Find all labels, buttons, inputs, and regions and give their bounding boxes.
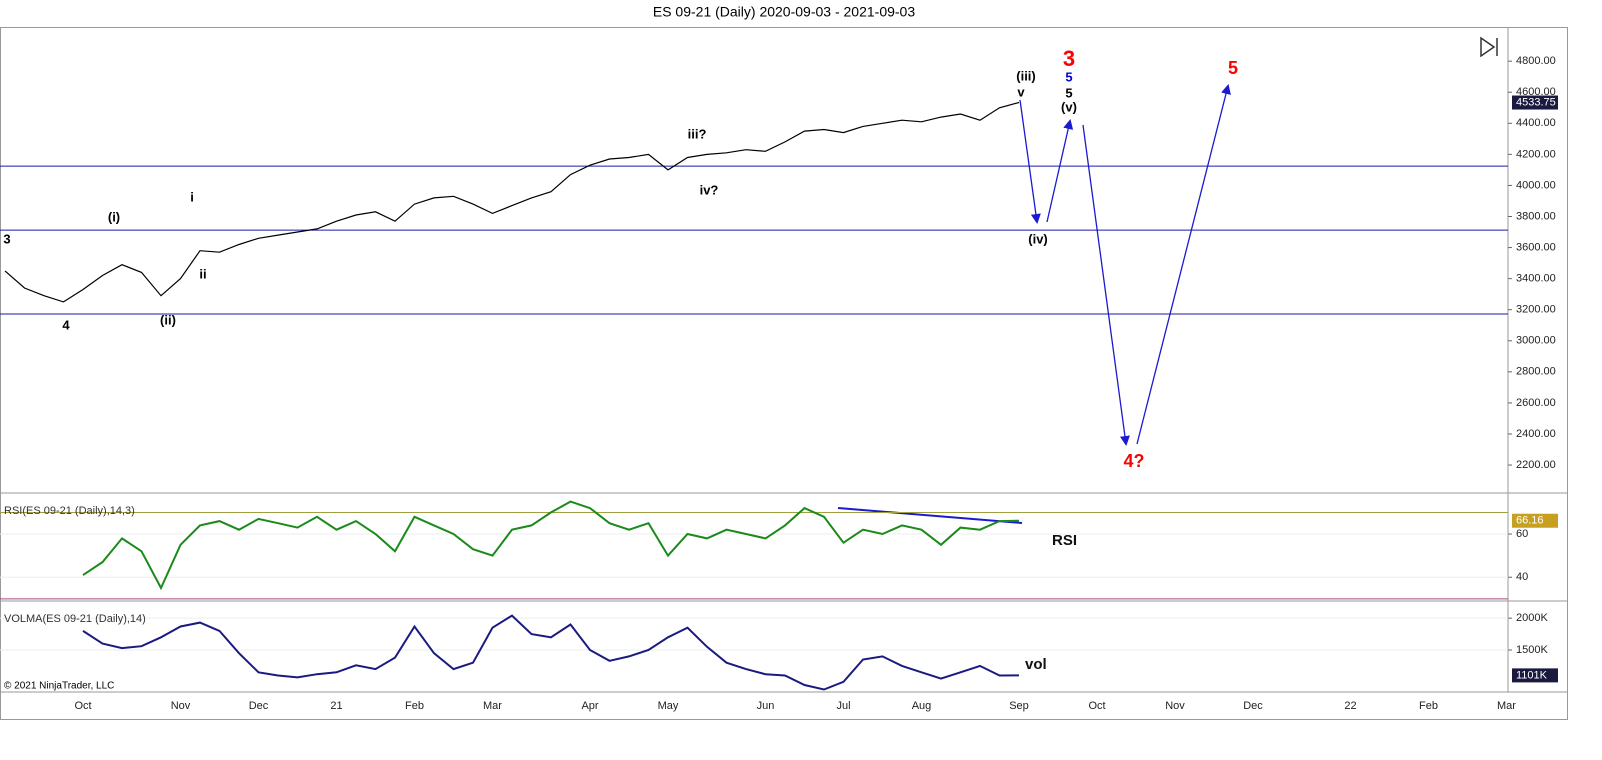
y-tick-label: 2000K: [1516, 612, 1548, 624]
y-tick-label: 3400.00: [1516, 273, 1556, 285]
last-value-box: [1512, 513, 1558, 528]
wave-arrows: [1019, 84, 1231, 446]
x-tick-label: Mar: [1497, 700, 1516, 712]
wave-label: i: [190, 189, 194, 204]
y-tick-label: 3600.00: [1516, 241, 1556, 253]
x-tick-label: Nov: [171, 700, 191, 712]
wave-label: (iv): [1028, 231, 1048, 246]
x-tick-label: Jun: [757, 700, 775, 712]
last-value-label: 4533.75: [1516, 96, 1556, 108]
y-tick-label: 4600.00: [1516, 86, 1556, 98]
x-tick-label: Oct: [74, 700, 91, 712]
chart-title: ES 09-21 (Daily) 2020-09-03 - 2021-09-03: [653, 4, 915, 20]
y-tick-label: 2400.00: [1516, 428, 1556, 440]
scroll-icon[interactable]: [1480, 36, 1498, 58]
last-value-label: 66.16: [1516, 515, 1544, 527]
y-tick-label: 3800.00: [1516, 210, 1556, 222]
wave-label: v: [1017, 84, 1025, 99]
last-value-box: [1512, 95, 1558, 110]
last-value-label: 1101K: [1516, 669, 1548, 681]
x-tick-label: Jul: [836, 700, 850, 712]
wave-label: 3: [3, 231, 10, 246]
wave-label: (i): [108, 209, 120, 224]
data-line: [4, 101, 1020, 303]
wave-label: 5: [1065, 69, 1072, 84]
x-tick-label: Mar: [483, 700, 502, 712]
data-line: [82, 500, 1020, 591]
y-tick-label: 1500K: [1516, 644, 1548, 656]
x-tick-label: Dec: [1243, 700, 1263, 712]
x-tick-label: Sep: [1009, 700, 1029, 712]
wave-label: iii?: [688, 126, 707, 141]
x-tick-label: 21: [330, 700, 342, 712]
icon-shape[interactable]: [1480, 36, 1496, 58]
arrow: [1019, 99, 1041, 224]
panel-label: RSI(ES 09-21 (Daily),14,3): [4, 505, 135, 517]
y-tick-label: 2200.00: [1516, 459, 1556, 471]
copyright: © 2021 NinjaTrader, LLC: [4, 681, 114, 692]
y-tick-label: 3000.00: [1516, 335, 1556, 347]
wave-label: (v): [1061, 99, 1077, 114]
wave-label: 4: [62, 317, 70, 332]
last-value-box: [1512, 668, 1558, 683]
wave-label: iv?: [700, 182, 719, 197]
y-tick-label: 4000.00: [1516, 179, 1556, 191]
y-tick-label: 2800.00: [1516, 366, 1556, 378]
panel-annotation: vol: [1025, 656, 1047, 673]
y-tick-label: 3200.00: [1516, 304, 1556, 316]
x-tick-label: Oct: [1088, 700, 1105, 712]
panel-annotation: RSI: [1052, 532, 1077, 549]
y-tick-label: 4400.00: [1516, 117, 1556, 129]
x-tick-label: Aug: [912, 700, 932, 712]
wave-label: (iii): [1016, 68, 1036, 83]
wave-label: 3: [1063, 46, 1075, 71]
x-tick-label: Feb: [1419, 700, 1438, 712]
y-tick-label: 60: [1516, 528, 1528, 540]
x-tick-label: Feb: [405, 700, 424, 712]
x-tick-label: Dec: [249, 700, 269, 712]
x-tick-label: Apr: [581, 700, 598, 712]
y-tick-label: 4800.00: [1516, 55, 1556, 67]
x-tick-label: May: [658, 700, 679, 712]
x-tick-label: 22: [1344, 700, 1356, 712]
y-tick-label: 2600.00: [1516, 397, 1556, 409]
arrow: [1136, 84, 1231, 445]
wave-label: ii: [199, 266, 206, 281]
wave-label: 5: [1065, 85, 1072, 100]
wave-label: (ii): [160, 312, 176, 327]
arrow: [1082, 124, 1130, 446]
y-tick-label: 40: [1516, 571, 1528, 583]
data-line: [82, 614, 1020, 691]
panel-label: VOLMA(ES 09-21 (Daily),14): [4, 613, 146, 625]
wave-label: 5: [1228, 58, 1238, 78]
y-tick-label: 4200.00: [1516, 148, 1556, 160]
x-tick-label: Nov: [1165, 700, 1185, 712]
frame: [0, 27, 1568, 720]
rsi-trendline: [837, 507, 1023, 524]
arrow: [1046, 119, 1074, 223]
wave-label: 4?: [1123, 451, 1144, 471]
